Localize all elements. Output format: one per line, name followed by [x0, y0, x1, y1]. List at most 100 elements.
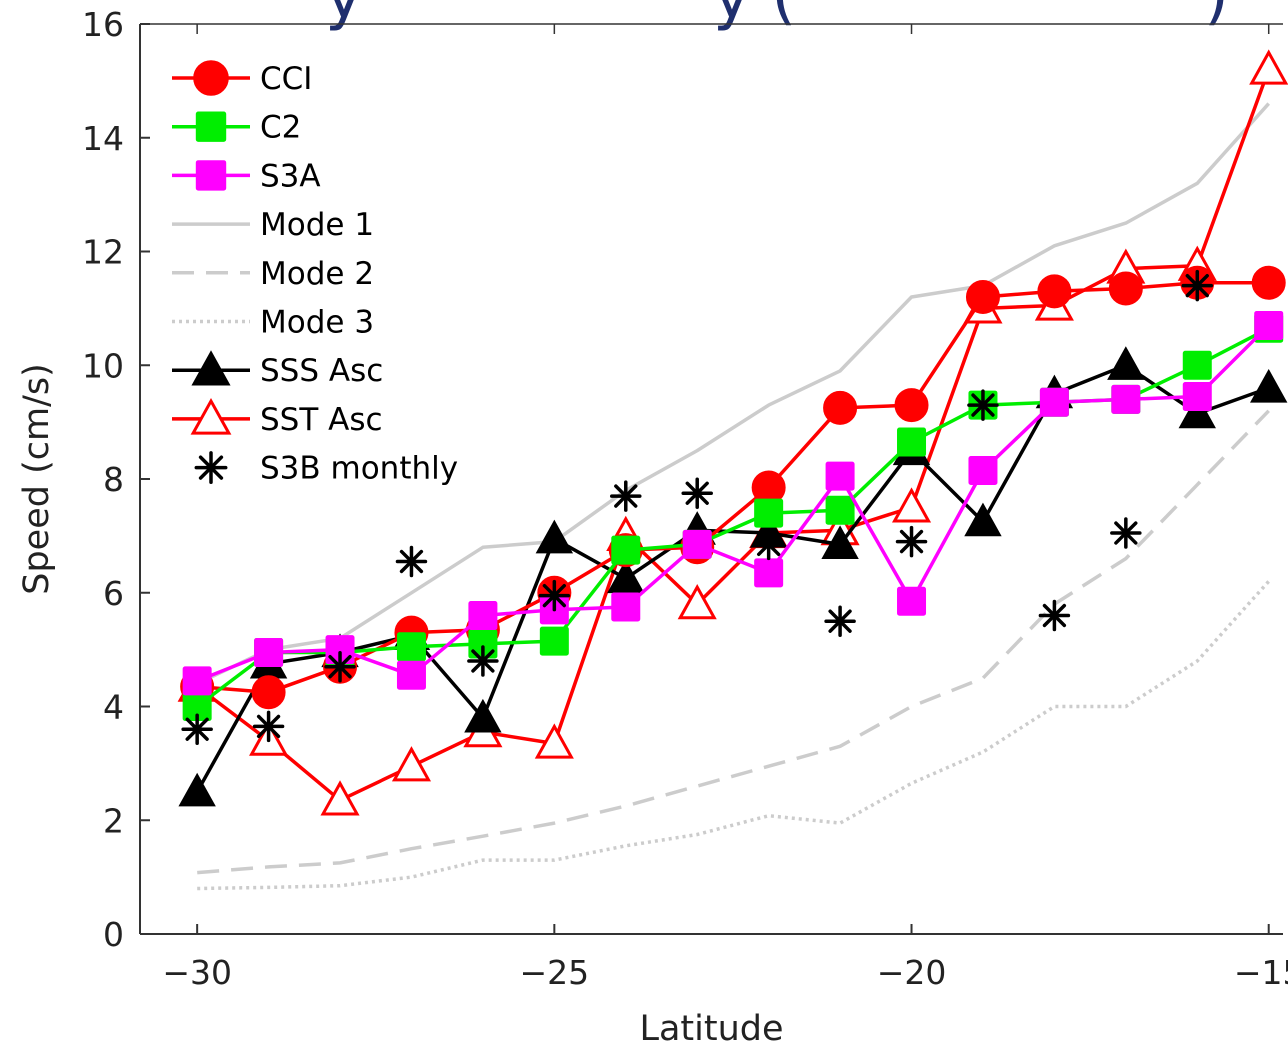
point-s3b-monthly-7	[681, 477, 713, 509]
point-s3a-12	[1039, 387, 1069, 417]
chart-title-fragment: y y ( )	[325, 0, 1229, 33]
point-s3b-monthly-11	[967, 389, 999, 421]
point-s3a-15	[1254, 310, 1284, 340]
y-tick-label: 2	[103, 801, 124, 840]
point-s3b-monthly-8-stroke	[757, 532, 781, 557]
point-c2-6	[611, 535, 641, 565]
series-mode-2	[197, 409, 1270, 875]
series-layer	[177, 49, 1288, 891]
legend-marker-sss-asc	[191, 350, 231, 386]
point-sss-asc-15	[1250, 368, 1288, 403]
point-s3b-monthly-6-stroke	[614, 484, 638, 508]
point-sst-asc-15	[1249, 49, 1288, 85]
point-c2-10	[897, 427, 927, 457]
point-sst-asc-7	[677, 584, 717, 620]
point-s3b-monthly-1	[252, 710, 285, 743]
line-mode-1	[196, 102, 1271, 686]
point-s3b-monthly-11-stroke	[971, 393, 995, 417]
y-axis-label: Speed (cm/s)	[17, 363, 57, 595]
point-s3b-monthly-7-stroke	[685, 481, 709, 505]
point-sst-asc-3	[391, 746, 432, 782]
point-s3a-0	[182, 666, 212, 696]
point-s3b-monthly-0-stroke	[185, 717, 209, 741]
point-c2-8	[754, 498, 784, 528]
point-s3b-monthly-13	[1110, 517, 1142, 549]
legend-marker-sst-asc	[190, 397, 232, 435]
title-fragment-mid: y (	[713, 0, 796, 33]
line-cci	[197, 281, 1269, 695]
point-s3b-monthly-10	[895, 525, 928, 558]
point-s3b-monthly-8	[752, 528, 785, 561]
point-c2-5	[539, 626, 569, 656]
point-cci-15	[1251, 265, 1286, 300]
y-tick-label: 4	[103, 688, 124, 727]
point-sss-asc-5	[535, 519, 574, 554]
x-tick-label: −25	[520, 953, 590, 992]
point-sss-asc-6	[607, 559, 645, 594]
legend-item-mode-3: Mode 3	[172, 305, 374, 341]
point-cci-10	[894, 388, 929, 423]
point-s3b-monthly-5-stroke	[542, 583, 566, 608]
legend-label-sst-asc: SST Asc	[260, 402, 383, 438]
point-s3b-monthly-12	[1038, 599, 1071, 632]
legend: CCI C2 S3A Mode 1 Mode 2 Mode 3 SSS Asc SST Asc…	[172, 60, 458, 487]
point-s3b-monthly-13-stroke	[1114, 521, 1138, 545]
point-cci-12	[1037, 274, 1072, 309]
legend-label-mode-3: Mode 3	[260, 305, 374, 341]
legend-item-c2: C2	[172, 110, 301, 146]
title-fragment-left: y	[325, 0, 363, 33]
legend-item-cci: CCI	[172, 60, 312, 97]
point-sss-asc-9	[821, 525, 859, 560]
legend-label-s3a: S3A	[260, 158, 321, 194]
point-s3a-10	[897, 586, 927, 616]
point-s3b-monthly-4-stroke	[471, 649, 495, 673]
legend-item-sst-asc: SST Asc	[172, 397, 383, 438]
point-s3b-monthly-9	[824, 605, 856, 637]
legend-marker-c2	[195, 111, 227, 142]
y-tick-label: 12	[82, 233, 124, 272]
legend-item-mode-1: Mode 1	[172, 207, 374, 243]
point-s3b-monthly-6	[610, 480, 642, 512]
point-s3a-3	[396, 660, 426, 690]
point-s3a-14	[1182, 382, 1212, 412]
y-tick-label: 0	[103, 915, 124, 954]
legend-marker-s3b-monthly	[194, 451, 228, 485]
legend-marker-s3a	[195, 160, 227, 191]
point-s3a-6	[611, 592, 641, 622]
point-c2-14	[1182, 350, 1212, 380]
legend-label-sss-asc: SSS Asc	[260, 353, 383, 389]
point-s3a-8	[754, 558, 784, 588]
point-s3a-7	[682, 529, 712, 559]
legend-item-mode-2: Mode 2	[172, 256, 374, 292]
y-tick-label: 10	[82, 346, 124, 385]
legend-label-cci: CCI	[260, 61, 312, 97]
x-tick-label: −20	[877, 953, 947, 992]
legend-label-s3b-monthly: S3B monthly	[260, 451, 458, 487]
point-sst-asc-10	[891, 487, 932, 523]
point-sst-asc-5	[534, 723, 574, 759]
legend-item-s3a: S3A	[172, 158, 321, 194]
legend-item-sss-asc: SSS Asc	[172, 350, 383, 389]
point-s3b-monthly-1-stroke	[256, 714, 281, 739]
point-sst-asc-2	[320, 780, 360, 816]
legend-marker-s3b-monthly-stroke	[198, 455, 224, 480]
point-sss-asc-13	[1107, 346, 1145, 380]
legend-label-c2: C2	[260, 110, 301, 146]
point-sss-asc-14	[1178, 394, 1216, 429]
point-cci-13	[1108, 271, 1143, 306]
point-cci-9	[823, 390, 858, 425]
point-s3b-monthly-2	[324, 650, 356, 683]
point-s3b-monthly-2-stroke	[328, 655, 352, 679]
point-cci-1	[251, 675, 286, 710]
point-s3b-monthly-5	[538, 579, 571, 612]
point-s3b-monthly-9-stroke	[828, 609, 852, 633]
point-s3b-monthly-3-stroke	[399, 549, 424, 574]
y-tick-label: 16	[82, 5, 124, 44]
point-sss-asc-0	[178, 772, 216, 807]
x-axis-label: Latitude	[639, 1009, 783, 1049]
x-tick-label: −15	[1234, 953, 1288, 992]
y-tick-label: 8	[103, 460, 124, 499]
point-s3a-1	[254, 637, 284, 667]
point-s3b-monthly-3	[395, 545, 428, 578]
line-sss-asc	[195, 363, 1270, 793]
